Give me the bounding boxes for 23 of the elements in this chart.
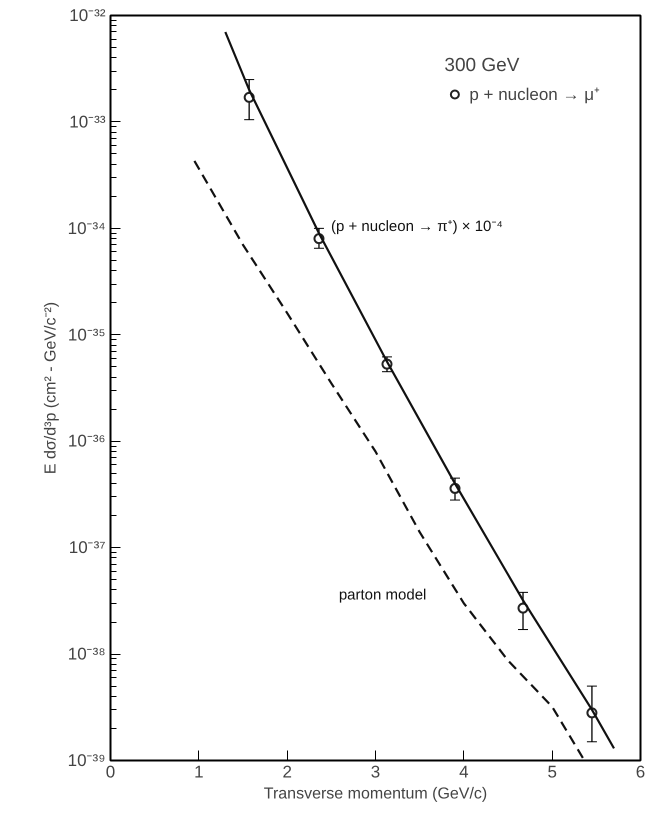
y-axis-title: E dσ/d³p (cm² - GeV/c⁻²) xyxy=(42,302,60,474)
x-tick-label: 4 xyxy=(459,762,469,782)
series-label: parton model xyxy=(338,586,426,604)
line-series xyxy=(224,30,616,750)
x-tick-label: 0 xyxy=(106,762,116,782)
x-axis-title: Transverse momentum (GeV/c) xyxy=(264,786,488,802)
y-tick-label: 10⁻³⁷ xyxy=(68,538,106,558)
legend-title: 300 GeV xyxy=(444,55,520,77)
x-tick-label: 1 xyxy=(194,762,204,782)
y-tick-label: 10⁻³³ xyxy=(69,112,106,132)
y-tick-label: 10⁻³² xyxy=(69,6,106,25)
x-tick-label: 3 xyxy=(370,762,380,782)
series-label: (p + nucleon → π⁺) × 10⁻⁴ xyxy=(330,218,503,236)
x-tick-label: 6 xyxy=(636,762,646,782)
legend-label: p + nucleon → μ⁺ xyxy=(469,84,600,105)
line-series xyxy=(193,160,584,760)
y-tick-label: 10⁻³⁶ xyxy=(68,432,106,451)
y-tick-label: 10⁻³⁹ xyxy=(68,751,106,770)
x-tick-label: 5 xyxy=(547,762,557,782)
y-tick-label: 10⁻³⁵ xyxy=(68,325,106,344)
y-tick-label: 10⁻³⁴ xyxy=(68,218,106,238)
y-tick-label: 10⁻³⁸ xyxy=(68,644,106,664)
x-tick-label: 2 xyxy=(282,762,292,782)
